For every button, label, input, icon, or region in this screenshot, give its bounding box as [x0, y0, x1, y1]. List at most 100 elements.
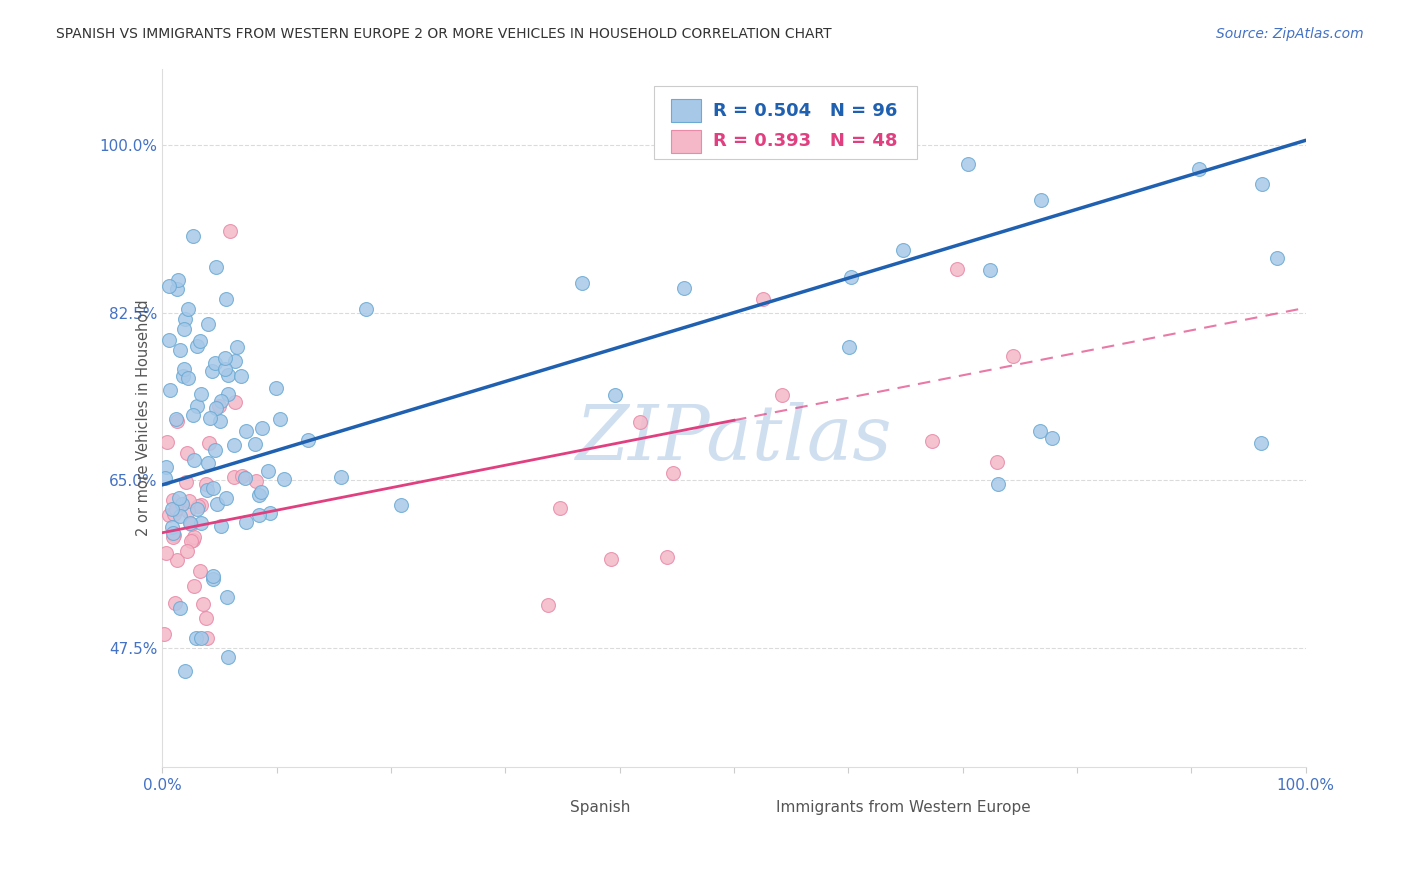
FancyBboxPatch shape — [654, 86, 917, 160]
Point — [201, 569, 224, 583]
Point — [193, 597, 215, 611]
Point — [166, 273, 188, 287]
Point — [217, 368, 239, 382]
Point — [222, 438, 245, 452]
Point — [162, 530, 184, 544]
Point — [174, 475, 197, 489]
Point — [1002, 349, 1025, 363]
Point — [245, 437, 267, 451]
Point — [297, 433, 319, 447]
Point — [186, 632, 208, 646]
Point — [201, 572, 224, 586]
Point — [662, 466, 685, 480]
Point — [330, 470, 353, 484]
Text: ZIPatlas: ZIPatlas — [575, 401, 893, 475]
Point — [838, 340, 860, 354]
Point — [170, 497, 193, 511]
Point — [186, 399, 208, 413]
Point — [225, 340, 247, 354]
Point — [195, 631, 218, 645]
Text: R = 0.393   N = 48: R = 0.393 N = 48 — [713, 132, 897, 150]
Point — [1029, 424, 1052, 438]
Point — [165, 502, 187, 516]
Point — [247, 488, 270, 502]
Point — [389, 498, 412, 512]
Point — [160, 501, 183, 516]
Point — [217, 591, 239, 605]
Point — [201, 481, 224, 495]
Point — [155, 434, 177, 449]
FancyBboxPatch shape — [671, 99, 702, 122]
Point — [169, 343, 191, 357]
Point — [628, 415, 651, 429]
FancyBboxPatch shape — [529, 797, 557, 818]
Point — [956, 157, 979, 171]
Point — [183, 530, 205, 544]
Point — [179, 516, 201, 530]
Point — [159, 383, 181, 397]
Point — [217, 387, 239, 401]
Point — [770, 388, 793, 402]
Point — [979, 263, 1001, 277]
Point — [205, 401, 228, 416]
Point — [173, 321, 195, 335]
Point — [155, 546, 177, 560]
Point — [537, 599, 560, 613]
Point — [172, 368, 194, 383]
Point — [188, 334, 211, 348]
Point — [672, 281, 695, 295]
Point — [215, 491, 238, 505]
Point — [204, 356, 226, 370]
Point — [180, 517, 202, 532]
Point — [655, 549, 678, 564]
Point — [207, 400, 229, 414]
Point — [190, 631, 212, 645]
Point — [180, 534, 202, 549]
Point — [174, 312, 197, 326]
Text: Spanish: Spanish — [571, 800, 631, 815]
Point — [259, 506, 281, 520]
Point — [839, 269, 862, 284]
Point — [214, 351, 236, 365]
Point — [264, 381, 287, 395]
Point — [173, 362, 195, 376]
Point — [176, 446, 198, 460]
Point — [190, 387, 212, 401]
Point — [273, 472, 295, 486]
Point — [195, 477, 218, 491]
Point — [231, 368, 253, 383]
Point — [946, 262, 969, 277]
Point — [188, 564, 211, 578]
Text: Immigrants from Western Europe: Immigrants from Western Europe — [776, 800, 1031, 815]
Point — [217, 649, 239, 664]
Point — [169, 491, 191, 506]
Point — [173, 664, 195, 678]
Point — [155, 460, 177, 475]
Point — [214, 361, 236, 376]
Point — [183, 579, 205, 593]
Point — [198, 436, 221, 450]
Point — [177, 301, 200, 316]
Point — [169, 509, 191, 524]
Point — [190, 516, 212, 530]
Point — [208, 413, 231, 427]
Point — [187, 499, 209, 513]
Text: Source: ZipAtlas.com: Source: ZipAtlas.com — [1216, 27, 1364, 41]
Point — [986, 454, 1008, 468]
Point — [195, 483, 218, 497]
Point — [157, 279, 180, 293]
Point — [166, 552, 188, 566]
Point — [152, 627, 174, 641]
Point — [235, 515, 257, 529]
Point — [162, 493, 184, 508]
Point — [891, 243, 914, 257]
Point — [209, 393, 232, 408]
Point — [190, 498, 212, 512]
Point — [169, 600, 191, 615]
Point — [233, 471, 256, 485]
Point — [548, 500, 571, 515]
Point — [205, 497, 228, 511]
Point — [197, 317, 219, 331]
Point — [165, 412, 187, 426]
Point — [186, 502, 208, 516]
